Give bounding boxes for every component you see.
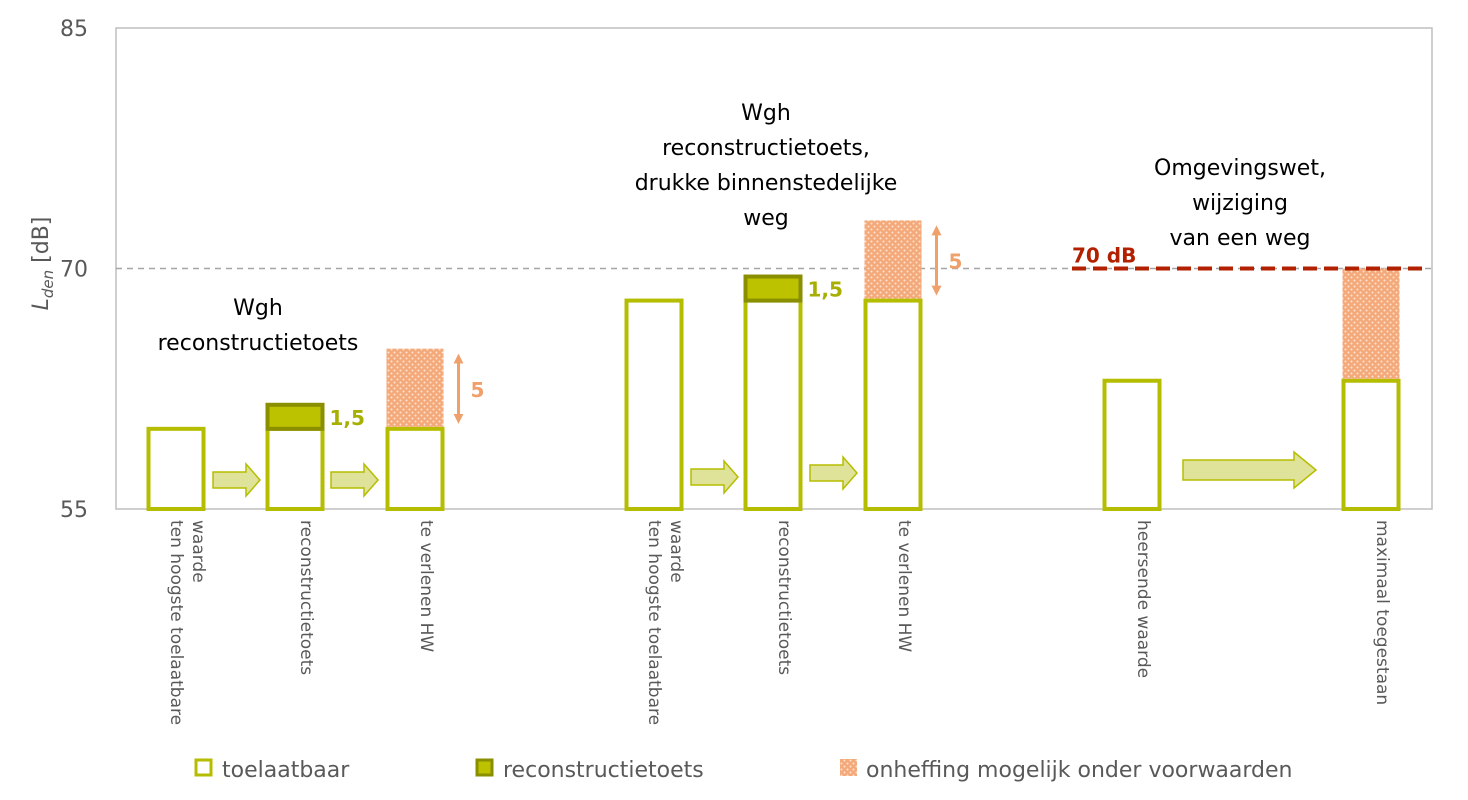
bar-reconstructietoets — [265, 402, 325, 431]
bar-onheffing — [386, 348, 444, 427]
x-category-label: te verlenen HW — [894, 520, 914, 652]
group-annotation: reconstructietoets — [158, 331, 359, 356]
group-annotation: reconstructietoets, — [662, 136, 870, 161]
bar-onheffing — [864, 220, 922, 299]
x-category-label: maximaal toegestaan — [1372, 520, 1392, 705]
group-annotation: wijziging — [1192, 191, 1288, 216]
legend-swatch-toelaatbaar — [194, 758, 213, 777]
transition-arrow — [690, 459, 739, 495]
limit-line-label: 70 dB — [1072, 244, 1136, 268]
y-axis-label: Lden [dB] — [29, 217, 57, 311]
y-tick-label: 55 — [60, 498, 88, 523]
legend-swatch-onheffing — [840, 759, 857, 776]
x-category-label: waarde — [666, 520, 686, 583]
bar-toelaatbaar — [624, 298, 684, 512]
transition-arrow — [1182, 450, 1318, 490]
bar-toelaatbaar — [743, 298, 803, 512]
delta-label-reconstructie: 1,5 — [330, 406, 365, 430]
legend-swatch-reconstructietoets — [475, 758, 494, 777]
x-category-label: te verlenen HW — [416, 520, 436, 652]
bar-toelaatbaar — [863, 298, 923, 512]
x-category-label: reconstructietoets — [296, 520, 316, 675]
legend-label: reconstructietoets — [503, 758, 704, 783]
delta-label-onheffing: 5 — [949, 249, 963, 273]
x-category-label: ten hoogste toelaatbare — [166, 520, 186, 725]
group-annotation: Omgevingswet, — [1154, 156, 1326, 181]
x-category-label: ten hoogste toelaatbare — [644, 520, 664, 725]
bar-toelaatbaar — [265, 426, 325, 512]
group-annotation: Wgh — [741, 101, 791, 126]
x-category-label: reconstructietoets — [774, 520, 794, 675]
y-tick-label: 70 — [60, 258, 88, 283]
bar-toelaatbaar — [146, 426, 206, 512]
bar-toelaatbaar — [1102, 378, 1162, 511]
bar-toelaatbaar — [385, 426, 445, 512]
transition-arrow — [330, 462, 379, 498]
transition-arrow — [809, 455, 858, 491]
legend-label: toelaatbaar — [222, 758, 350, 783]
x-category-label: waarde — [188, 520, 208, 583]
group-annotation: Wgh — [233, 296, 283, 321]
y-tick-label: 85 — [60, 17, 88, 42]
group-annotation: van een weg — [1170, 226, 1311, 251]
bar-toelaatbaar — [1341, 378, 1401, 511]
bar-reconstructietoets — [743, 274, 803, 303]
x-category-label: heersende waarde — [1133, 520, 1153, 678]
bar-onheffing — [1342, 268, 1400, 379]
group-annotation: weg — [743, 206, 789, 231]
delta-label-reconstructie: 1,5 — [808, 278, 843, 302]
group-annotation: drukke binnenstedelijke — [635, 171, 898, 196]
transition-arrow — [212, 462, 261, 498]
delta-label-onheffing: 5 — [471, 378, 485, 402]
legend-label: onheffing mogelijk onder voorwaarden — [866, 758, 1293, 783]
